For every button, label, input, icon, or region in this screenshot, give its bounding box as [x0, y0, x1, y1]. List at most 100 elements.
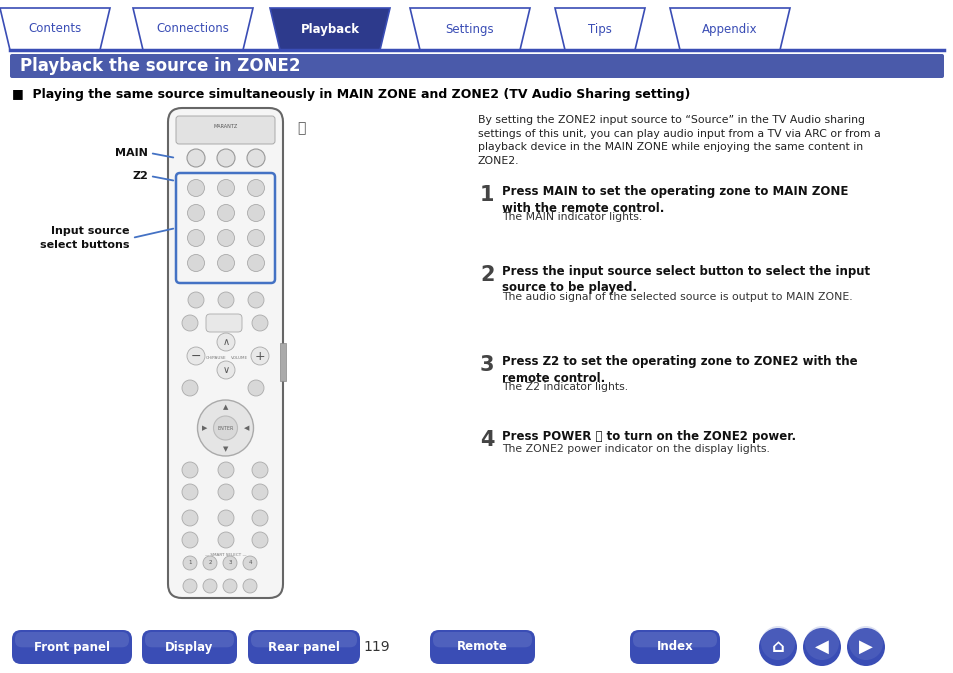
Text: ▶: ▶ — [202, 425, 207, 431]
Text: Rear panel: Rear panel — [268, 641, 339, 653]
Text: 2: 2 — [208, 561, 212, 565]
Text: Appendix: Appendix — [701, 22, 757, 36]
Text: — SMART SELECT —: — SMART SELECT — — [205, 553, 246, 557]
FancyBboxPatch shape — [433, 632, 532, 647]
FancyBboxPatch shape — [633, 632, 717, 647]
Text: Press the input source select button to select the input
source to be played.: Press the input source select button to … — [501, 265, 869, 295]
Circle shape — [182, 380, 198, 396]
Circle shape — [182, 532, 198, 548]
Circle shape — [846, 628, 884, 666]
Circle shape — [216, 333, 234, 351]
FancyBboxPatch shape — [430, 630, 535, 664]
Text: Index: Index — [656, 641, 693, 653]
Text: Playback: Playback — [300, 22, 359, 36]
Text: The MAIN indicator lights.: The MAIN indicator lights. — [501, 212, 641, 222]
Circle shape — [247, 205, 264, 221]
Polygon shape — [0, 8, 110, 50]
Text: ■  Playing the same source simultaneously in MAIN ZONE and ZONE2 (TV Audio Shari: ■ Playing the same source simultaneously… — [12, 88, 690, 101]
Text: ⌂: ⌂ — [771, 638, 783, 656]
Circle shape — [802, 628, 841, 666]
Text: 1: 1 — [479, 185, 494, 205]
Text: ENTER: ENTER — [217, 425, 233, 431]
Circle shape — [218, 532, 233, 548]
Text: Display: Display — [165, 641, 213, 653]
Circle shape — [217, 180, 234, 197]
Circle shape — [217, 254, 234, 271]
Circle shape — [223, 556, 236, 570]
FancyBboxPatch shape — [248, 630, 359, 664]
Text: ▲: ▲ — [223, 404, 228, 410]
Text: CH/PAUSE: CH/PAUSE — [206, 356, 226, 360]
Text: 119: 119 — [363, 640, 390, 654]
Circle shape — [203, 556, 216, 570]
Text: 4: 4 — [479, 430, 494, 450]
Circle shape — [848, 626, 882, 660]
Circle shape — [252, 462, 268, 478]
Text: −: − — [191, 349, 201, 363]
Text: The Z2 indicator lights.: The Z2 indicator lights. — [501, 382, 627, 392]
Text: ▼: ▼ — [223, 446, 228, 452]
Polygon shape — [669, 8, 789, 50]
Text: The ZONE2 power indicator on the display lights.: The ZONE2 power indicator on the display… — [501, 444, 769, 454]
FancyBboxPatch shape — [206, 314, 242, 332]
Text: Press MAIN to set the operating zone to MAIN ZONE
with the remote control.: Press MAIN to set the operating zone to … — [501, 185, 847, 215]
Circle shape — [188, 292, 204, 308]
FancyBboxPatch shape — [15, 632, 129, 647]
Polygon shape — [270, 8, 390, 50]
Text: ∧: ∧ — [222, 337, 230, 347]
Text: 4: 4 — [248, 561, 252, 565]
Circle shape — [760, 626, 794, 660]
FancyBboxPatch shape — [629, 630, 720, 664]
Circle shape — [218, 484, 233, 500]
FancyBboxPatch shape — [168, 108, 283, 598]
Text: Front panel: Front panel — [34, 641, 110, 653]
Circle shape — [243, 556, 256, 570]
Circle shape — [217, 229, 234, 246]
Circle shape — [218, 510, 233, 526]
Text: Z2: Z2 — [132, 171, 148, 181]
Circle shape — [182, 510, 198, 526]
Circle shape — [203, 579, 216, 593]
Circle shape — [248, 380, 264, 396]
Text: ⏻: ⏻ — [296, 121, 305, 135]
Circle shape — [188, 254, 204, 271]
Bar — [280, 343, 286, 381]
FancyBboxPatch shape — [251, 632, 356, 647]
FancyBboxPatch shape — [175, 116, 274, 144]
Circle shape — [216, 149, 234, 167]
Circle shape — [759, 628, 796, 666]
FancyBboxPatch shape — [142, 630, 236, 664]
Text: Tips: Tips — [587, 22, 611, 36]
Circle shape — [188, 205, 204, 221]
Circle shape — [247, 229, 264, 246]
Circle shape — [183, 556, 196, 570]
Text: Settings: Settings — [445, 22, 494, 36]
Circle shape — [218, 462, 233, 478]
Text: By setting the ZONE2 input source to “Source” in the TV Audio sharing
settings o: By setting the ZONE2 input source to “So… — [477, 115, 880, 166]
Circle shape — [182, 462, 198, 478]
Text: MARANTZ: MARANTZ — [213, 124, 237, 129]
Text: MAIN: MAIN — [115, 148, 148, 158]
Circle shape — [252, 315, 268, 331]
Text: ▶: ▶ — [858, 638, 872, 656]
Circle shape — [247, 180, 264, 197]
Circle shape — [188, 180, 204, 197]
Circle shape — [252, 510, 268, 526]
Text: Connections: Connections — [156, 22, 230, 36]
Circle shape — [182, 484, 198, 500]
Circle shape — [213, 416, 237, 440]
Circle shape — [247, 149, 265, 167]
FancyBboxPatch shape — [10, 54, 943, 78]
FancyBboxPatch shape — [145, 632, 233, 647]
Text: Playback the source in ZONE2: Playback the source in ZONE2 — [20, 57, 300, 75]
Polygon shape — [410, 8, 530, 50]
Circle shape — [216, 361, 234, 379]
Text: +: + — [254, 349, 265, 363]
Circle shape — [247, 254, 264, 271]
Circle shape — [188, 229, 204, 246]
Polygon shape — [132, 8, 253, 50]
Polygon shape — [555, 8, 644, 50]
Circle shape — [252, 484, 268, 500]
Circle shape — [183, 579, 196, 593]
Text: Remote: Remote — [456, 641, 507, 653]
